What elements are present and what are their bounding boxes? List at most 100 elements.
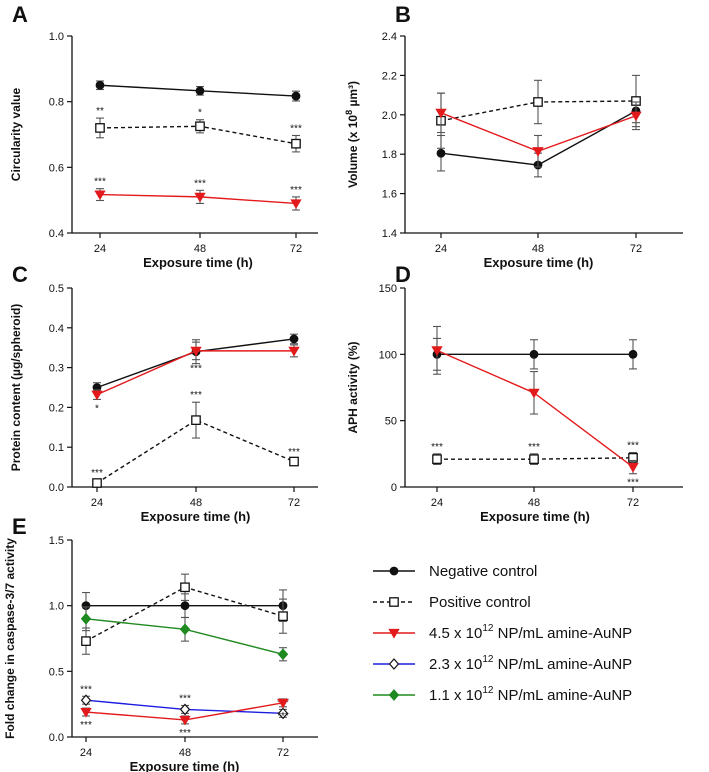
legend-marker <box>388 628 400 639</box>
y-tick-label: 2.0 <box>382 110 397 122</box>
legend-item: 4.5 x 1012 NP/mL amine-AuNP <box>373 623 632 642</box>
data-point <box>179 703 191 716</box>
y-axis-label-text: Protein content (µg/spheroid) <box>9 304 23 472</box>
data-point <box>289 334 299 344</box>
x-axis-label: Exposure time (h) <box>484 255 594 270</box>
y-tick-label: 1.6 <box>382 189 397 201</box>
legend-label: Negative control <box>429 563 537 580</box>
y-axis-label-text: Volume (x 10 <box>346 115 360 188</box>
legend-label-rest: NP/mL amine-AuNP <box>494 687 633 704</box>
significance-label: *** <box>290 123 302 134</box>
y-tick-label: 0 <box>391 482 397 494</box>
significance-label: *** <box>190 390 202 401</box>
y-tick-label: 50 <box>385 416 397 428</box>
data-point <box>179 715 191 726</box>
data-point <box>191 415 201 425</box>
x-tick-label: 72 <box>277 747 289 759</box>
data-point <box>180 601 190 611</box>
significance-label: *** <box>194 178 206 189</box>
y-tick-label: 1.5 <box>49 535 64 547</box>
panel-b: B 1.4 1.6 1.8 2.0 2.2 2.4 24 48 72 Exposure time (… <box>344 2 683 270</box>
series <box>435 92 642 168</box>
y-tick-label: 0.0 <box>49 482 64 494</box>
y-axis-label: Volume (x 108 µm³) <box>344 81 360 188</box>
data-point <box>289 456 299 467</box>
series: *** *** *** <box>431 441 639 465</box>
legend-label-sup: 12 <box>482 654 494 665</box>
legend-label: 1.1 x 1012 NP/mL amine-AuNP <box>429 685 632 704</box>
significance-label: *** <box>179 693 191 704</box>
x-tick-label: 48 <box>532 243 544 255</box>
data-point <box>179 623 191 636</box>
data-point <box>532 147 544 157</box>
legend-marker <box>388 658 400 670</box>
y-tick-label: 100 <box>379 349 397 361</box>
series: **** <box>91 341 300 414</box>
y-axis-label-text: APH activity (%) <box>346 341 360 433</box>
data-point <box>194 192 206 203</box>
y-tick-label: 0.4 <box>49 323 64 335</box>
legend-label-text: Positive control <box>429 594 531 611</box>
legend-label: Positive control <box>429 594 531 611</box>
x-tick-label: 72 <box>627 497 639 509</box>
significance-label: *** <box>91 468 103 479</box>
panel-letter: D <box>395 262 411 287</box>
x-tick-label: 72 <box>290 243 302 255</box>
data-point <box>278 611 288 622</box>
panel-letter: B <box>395 2 411 27</box>
y-tick-label: 1.4 <box>382 228 397 240</box>
significance-label: *** <box>94 177 106 188</box>
panels: A 0.4 0.6 0.8 1.0 24 48 72 Exposure time (h) Circ… <box>3 2 683 772</box>
legend: Negative control Positive control 4.5 x 10… <box>373 563 632 704</box>
legend-label-text: 2.3 x 10 <box>429 656 482 673</box>
significance-label: *** <box>277 711 289 722</box>
x-tick-label: 24 <box>80 747 92 759</box>
data-point <box>94 190 106 201</box>
y-axis-label: Protein content (µg/spheroid) <box>9 304 23 472</box>
legend-label-sup: 12 <box>482 685 494 696</box>
series <box>80 606 289 662</box>
legend-label: 4.5 x 1012 NP/mL amine-AuNP <box>429 623 632 642</box>
data-point <box>630 111 642 122</box>
x-tick-label: 24 <box>94 243 106 255</box>
y-tick-label: 1.0 <box>49 31 64 43</box>
data-point <box>195 86 205 96</box>
data-point <box>431 346 443 356</box>
series: *** *** *** <box>94 177 302 211</box>
data-point <box>529 454 539 464</box>
series: *** *** *** <box>91 390 300 488</box>
x-axis-label: Exposure time (h) <box>143 255 253 270</box>
x-axis-label: Exposure time (h) <box>480 509 590 524</box>
y-axis-label-sup: 8 <box>344 110 354 115</box>
legend-label-sup: 12 <box>482 623 494 634</box>
data-point <box>291 91 301 101</box>
panel-d: D 0 50 100 150 24 48 72 Exposure time (h) APH act… <box>346 262 683 524</box>
x-tick-label: 48 <box>194 243 206 255</box>
data-point <box>529 349 539 359</box>
y-tick-label: 0.2 <box>49 402 64 414</box>
legend-item: Negative control <box>373 563 537 580</box>
data-point <box>528 388 540 399</box>
y-tick-label: 0.6 <box>49 162 64 174</box>
panel-letter: A <box>12 2 28 27</box>
legend-item: 2.3 x 1012 NP/mL amine-AuNP <box>373 654 632 673</box>
data-point <box>435 108 447 119</box>
data-point <box>628 349 638 359</box>
y-tick-label: 2.4 <box>382 31 397 43</box>
legend-item: Positive control <box>373 594 531 611</box>
significance-label: *** <box>290 185 302 196</box>
y-tick-label: 0.0 <box>49 732 64 744</box>
significance-label: *** <box>627 478 639 489</box>
data-point <box>180 582 190 593</box>
x-tick-label: 48 <box>179 747 191 759</box>
data-point <box>91 390 103 401</box>
data-point <box>92 478 102 488</box>
series <box>95 80 301 102</box>
legend-marker <box>389 566 399 576</box>
data-point <box>291 138 301 149</box>
panel-c: C 0.0 0.1 0.2 0.3 0.4 0.5 24 48 72 Exposure time (… <box>9 262 318 524</box>
legend-marker <box>388 689 400 701</box>
y-tick-label: 0.4 <box>49 228 64 240</box>
legend-label-rest: NP/mL amine-AuNP <box>494 656 633 673</box>
